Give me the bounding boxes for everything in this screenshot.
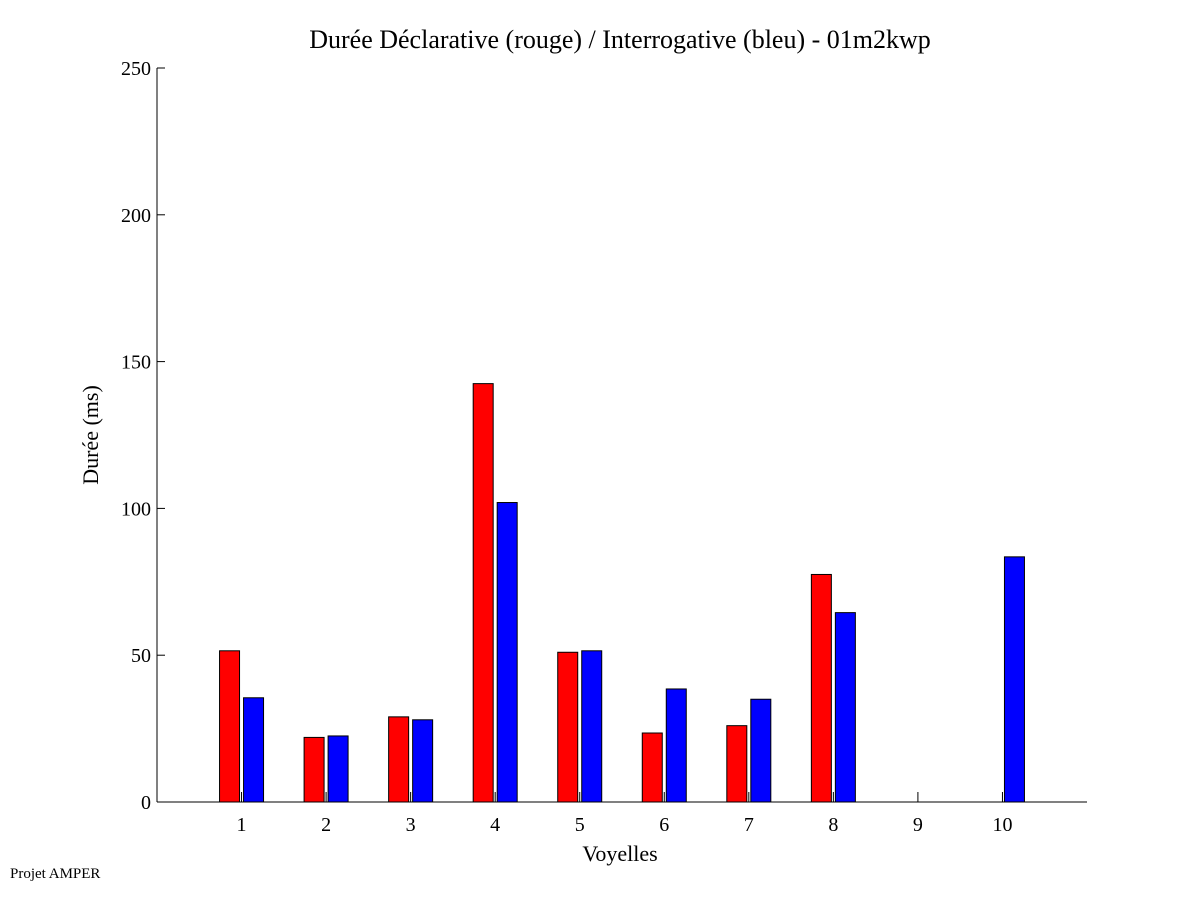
bars-group xyxy=(219,383,1025,803)
chart-title: Durée Déclarative (rouge) / Interrogativ… xyxy=(309,25,931,54)
y-tick-label: 100 xyxy=(121,498,151,520)
bar-series-1-category-6 xyxy=(641,732,663,803)
x-tick-label: 8 xyxy=(828,814,838,836)
bar-series-1-category-3 xyxy=(388,716,410,803)
bar-series-1-category-8 xyxy=(810,573,832,803)
y-tick-label: 250 xyxy=(121,58,151,80)
x-tick-label: 7 xyxy=(744,814,754,836)
y-tick-label: 50 xyxy=(131,645,151,667)
bar-series-2-category-7 xyxy=(750,698,772,803)
y-tick-label: 0 xyxy=(141,792,151,814)
x-tick-label: 10 xyxy=(992,814,1012,836)
bar-series-2-category-5 xyxy=(581,650,603,803)
x-axis-label: Voyelles xyxy=(582,841,657,866)
x-tick-label: 2 xyxy=(321,814,331,836)
bar-series-2-category-3 xyxy=(412,719,434,803)
x-tick-label: 4 xyxy=(490,814,500,836)
x-tick-label: 6 xyxy=(659,814,669,836)
x-tick-label: 9 xyxy=(913,814,923,836)
bar-series-1-category-1 xyxy=(219,650,241,803)
y-tick-label: 150 xyxy=(121,352,151,374)
bar-series-2-category-2 xyxy=(327,735,349,803)
bar-series-2-category-1 xyxy=(243,697,265,803)
bar-series-1-category-7 xyxy=(726,725,748,803)
y-tick-label: 200 xyxy=(121,205,151,227)
x-tick-label: 1 xyxy=(237,814,247,836)
bar-series-1-category-5 xyxy=(557,651,579,803)
bar-series-1-category-2 xyxy=(303,736,325,803)
bar-series-1-category-4 xyxy=(472,383,494,803)
axes-group: 0 50 100 150 200 250 1 2 3 4 5 6 7 8 9 10 xyxy=(121,58,1087,836)
bar-series-2-category-6 xyxy=(665,688,687,803)
credit-text: Projet AMPER xyxy=(10,866,100,882)
bar-series-2-category-4 xyxy=(496,502,518,803)
x-tick-label: 5 xyxy=(575,814,585,836)
bar-series-2-category-10 xyxy=(1003,556,1025,803)
x-tick-label: 3 xyxy=(406,814,416,836)
y-axis-label: Durée (ms) xyxy=(78,385,103,485)
bar-series-2-category-8 xyxy=(834,612,856,803)
